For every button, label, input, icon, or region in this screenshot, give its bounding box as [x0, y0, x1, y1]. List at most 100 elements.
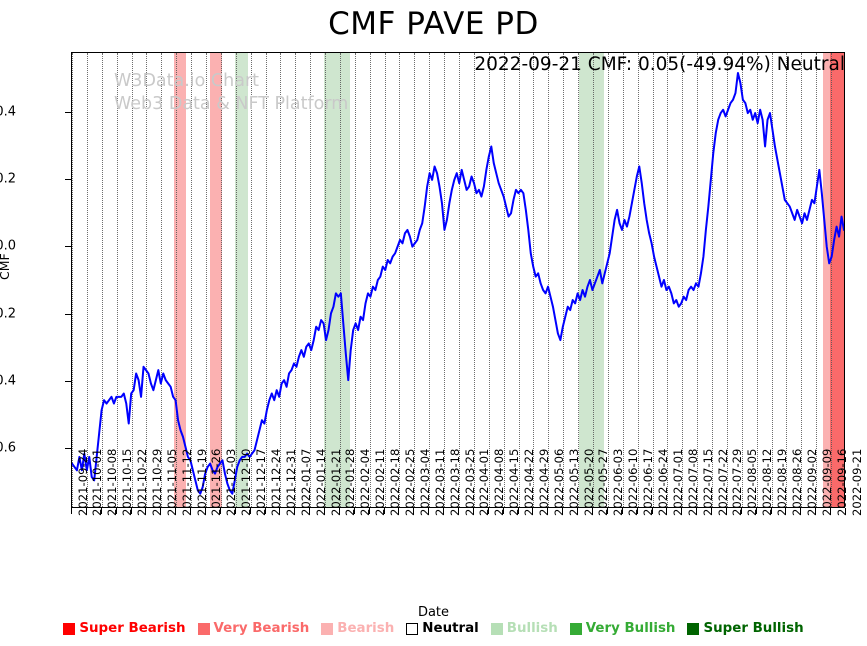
- x-axis-tick-label: 2021-12-24: [269, 448, 283, 516]
- x-axis-tick-label: 2022-09-21: [849, 448, 864, 516]
- x-axis-tick-label: 2022-01-07: [298, 448, 313, 516]
- x-gridline: [146, 53, 148, 507]
- x-gridline: [831, 53, 833, 507]
- legend: Super Bearish Very Bearish Bearish Neutral B…: [0, 621, 867, 636]
- x-gridline: [578, 53, 580, 507]
- x-axis-tick: [413, 508, 415, 514]
- x-axis-tick: [591, 508, 593, 514]
- legend-item[interactable]: Bearish: [321, 621, 394, 636]
- x-axis-tick-label: 2022-01-21: [328, 448, 343, 516]
- x-axis-tick-label: 2022-02-11: [373, 448, 388, 516]
- watermark-line-1: W3Data.io Chart: [114, 71, 260, 91]
- x-axis-tick: [577, 508, 579, 514]
- x-axis-tick-label: 2021-09-24: [75, 448, 90, 516]
- x-axis-tick: [830, 508, 832, 514]
- legend-label: Very Bullish: [585, 621, 676, 636]
- legend-item[interactable]: Very Bullish: [569, 621, 676, 636]
- x-axis-tick-label: 2022-07-22: [715, 448, 730, 516]
- x-axis-tick-label: 2022-07-01: [670, 448, 685, 516]
- legend-swatch-icon: [406, 622, 419, 635]
- x-gridline: [220, 53, 222, 507]
- x-axis-tick: [740, 508, 742, 514]
- x-axis-tick-label: 2022-09-16: [834, 448, 849, 516]
- x-gridline: [548, 53, 550, 507]
- x-axis-tick-label: 2021-10-08: [105, 448, 120, 516]
- x-axis-tick-label: 2022-08-12: [760, 448, 775, 516]
- x-gridline: [756, 53, 758, 507]
- x-axis-tick: [353, 508, 355, 514]
- x-gridline: [354, 53, 356, 507]
- x-gridline: [771, 53, 773, 507]
- y-axis-tick-label: 0.4: [0, 104, 16, 120]
- x-axis-title: Date: [417, 605, 450, 620]
- signal-band: [324, 53, 350, 507]
- x-axis-tick: [383, 508, 385, 514]
- legend-swatch-icon: [687, 622, 700, 635]
- x-gridline: [563, 53, 565, 507]
- x-axis-tick-label: 2021-12-31: [283, 448, 298, 516]
- x-axis-tick: [264, 508, 266, 514]
- x-axis-tick: [696, 508, 698, 514]
- signal-band: [579, 53, 604, 507]
- legend-label: Super Bearish: [79, 621, 186, 636]
- x-axis-tick: [130, 508, 132, 514]
- x-gridline: [384, 53, 386, 507]
- x-axis-tick: [100, 508, 102, 514]
- x-axis-tick-label: 2021-10-15: [120, 448, 135, 516]
- x-axis-tick: [800, 508, 802, 514]
- x-axis-tick: [845, 508, 846, 514]
- x-axis-tick: [249, 508, 251, 514]
- x-gridline: [592, 53, 594, 507]
- legend-item[interactable]: Neutral: [406, 621, 479, 636]
- x-axis-tick-label: 2022-02-18: [388, 448, 403, 516]
- x-gridline: [667, 53, 669, 507]
- y-axis-tick-label: 0.2: [0, 171, 16, 187]
- x-axis-tick: [324, 508, 326, 514]
- x-gridline: [414, 53, 416, 507]
- cmf-line-path: [72, 73, 844, 494]
- x-gridline: [310, 53, 312, 507]
- x-axis-tick: [651, 508, 653, 514]
- x-gridline: [339, 53, 341, 507]
- x-axis-tick: [398, 508, 400, 514]
- y-axis-tick-label: −0.4: [0, 373, 16, 389]
- x-gridline: [652, 53, 654, 507]
- legend-item[interactable]: Super Bearish: [63, 621, 186, 636]
- legend-item[interactable]: Bullish: [490, 621, 558, 636]
- x-axis-tick-label: 2021-10-01: [90, 448, 105, 516]
- x-axis-tick-label: 2022-07-08: [685, 448, 700, 516]
- x-axis-tick: [785, 508, 787, 514]
- x-axis-tick: [234, 508, 236, 514]
- x-gridline: [786, 53, 788, 507]
- legend-item[interactable]: Super Bullish: [687, 621, 804, 636]
- x-axis-tick: [711, 508, 713, 514]
- x-axis-tick: [547, 508, 549, 514]
- x-axis-tick: [636, 508, 638, 514]
- watermark-line-2: Web3 Data & NFT Platform: [114, 94, 349, 115]
- x-gridline: [72, 53, 73, 507]
- x-gridline: [697, 53, 699, 507]
- x-axis-tick: [279, 508, 281, 514]
- y-axis-tick: [65, 313, 71, 315]
- x-gridline: [533, 53, 535, 507]
- latest-value-annotation: 2022-09-21 CMF: 0.05(-49.94%) Neutral: [474, 54, 845, 75]
- x-axis-tick: [160, 508, 162, 514]
- legend-swatch-icon: [63, 622, 76, 635]
- y-axis-tick-label: −0.2: [0, 306, 16, 322]
- legend-label: Bearish: [337, 621, 395, 636]
- x-axis-tick-label: 2021-10-22: [135, 448, 150, 516]
- legend-swatch-icon: [321, 622, 334, 635]
- x-axis-tick: [309, 508, 311, 514]
- x-gridline: [518, 53, 520, 507]
- x-gridline: [161, 53, 163, 507]
- plot-area: [71, 52, 845, 508]
- legend-item[interactable]: Very Bearish: [197, 621, 309, 636]
- x-axis-tick-label: 2021-11-12: [179, 448, 194, 516]
- x-axis-tick-label: 2022-06-24: [656, 448, 670, 516]
- x-gridline: [682, 53, 684, 507]
- x-gridline: [488, 53, 490, 507]
- x-axis-tick-label: 2022-06-10: [626, 448, 641, 516]
- x-axis-tick: [562, 508, 564, 514]
- x-axis-tick-label: 2022-04-08: [492, 448, 507, 516]
- x-axis-tick: [725, 508, 727, 514]
